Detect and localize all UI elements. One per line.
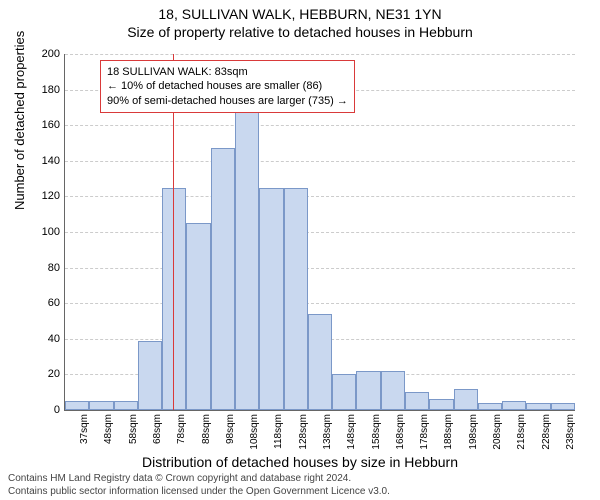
y-tick: 140 bbox=[30, 155, 60, 167]
annotation-line: ← 10% of detached houses are smaller (86… bbox=[107, 79, 348, 93]
gridline bbox=[65, 54, 575, 55]
y-tick: 180 bbox=[30, 84, 60, 96]
histogram-bar bbox=[186, 223, 210, 410]
x-tick: 218sqm bbox=[516, 414, 527, 450]
x-tick: 178sqm bbox=[419, 414, 430, 450]
y-tick: 40 bbox=[30, 333, 60, 345]
gridline bbox=[65, 303, 575, 304]
x-tick: 48sqm bbox=[103, 414, 114, 444]
x-tick: 188sqm bbox=[443, 414, 454, 450]
histogram-bar bbox=[259, 188, 283, 411]
histogram-bar bbox=[429, 399, 453, 410]
page-address: 18, SULLIVAN WALK, HEBBURN, NE31 1YN bbox=[0, 6, 600, 22]
y-tick: 80 bbox=[30, 262, 60, 274]
x-tick: 37sqm bbox=[79, 414, 90, 444]
x-tick: 148sqm bbox=[346, 414, 357, 450]
y-tick: 20 bbox=[30, 368, 60, 380]
x-tick: 198sqm bbox=[468, 414, 479, 450]
histogram-bar bbox=[308, 314, 332, 410]
histogram-chart: 18 SULLIVAN WALK: 83sqm← 10% of detached… bbox=[64, 54, 574, 410]
x-tick: 118sqm bbox=[273, 414, 284, 449]
y-tick: 60 bbox=[30, 297, 60, 309]
x-tick: 208sqm bbox=[492, 414, 503, 450]
histogram-bar bbox=[478, 403, 502, 410]
annotation-box: 18 SULLIVAN WALK: 83sqm← 10% of detached… bbox=[100, 60, 355, 113]
x-tick: 88sqm bbox=[201, 414, 212, 444]
gridline bbox=[65, 196, 575, 197]
annotation-line: 90% of semi-detached houses are larger (… bbox=[107, 94, 348, 108]
gridline bbox=[65, 268, 575, 269]
histogram-bar bbox=[162, 188, 186, 411]
page-subtitle: Size of property relative to detached ho… bbox=[0, 24, 600, 40]
histogram-bar bbox=[114, 401, 138, 410]
x-tick: 238sqm bbox=[565, 414, 576, 450]
footer-line-2: Contains public sector information licen… bbox=[8, 486, 390, 499]
x-tick: 108sqm bbox=[249, 414, 260, 450]
x-tick: 68sqm bbox=[152, 414, 163, 444]
x-tick: 58sqm bbox=[128, 414, 139, 444]
histogram-bar bbox=[502, 401, 526, 410]
x-tick: 98sqm bbox=[225, 414, 236, 444]
footer-line-1: Contains HM Land Registry data © Crown c… bbox=[8, 473, 390, 486]
histogram-bar bbox=[405, 392, 429, 410]
y-tick: 0 bbox=[30, 404, 60, 416]
x-tick: 228sqm bbox=[541, 414, 552, 450]
y-tick: 160 bbox=[30, 119, 60, 131]
histogram-bar bbox=[526, 403, 550, 410]
x-tick: 168sqm bbox=[395, 414, 406, 450]
y-tick: 200 bbox=[30, 48, 60, 60]
annotation-line: 18 SULLIVAN WALK: 83sqm bbox=[107, 65, 348, 79]
x-axis-label: Distribution of detached houses by size … bbox=[0, 454, 600, 470]
y-tick: 100 bbox=[30, 226, 60, 238]
y-tick: 120 bbox=[30, 190, 60, 202]
histogram-bar bbox=[65, 401, 89, 410]
histogram-bar bbox=[356, 371, 380, 410]
histogram-bar bbox=[235, 104, 259, 410]
y-axis-label: Number of detached properties bbox=[12, 31, 27, 210]
histogram-bar bbox=[284, 188, 308, 411]
histogram-bar bbox=[138, 341, 162, 410]
gridline bbox=[65, 232, 575, 233]
histogram-bar bbox=[381, 371, 405, 410]
histogram-bar bbox=[332, 374, 356, 410]
histogram-bar bbox=[454, 389, 478, 410]
x-tick: 138sqm bbox=[322, 414, 333, 450]
footer-attribution: Contains HM Land Registry data © Crown c… bbox=[8, 473, 390, 498]
histogram-bar bbox=[89, 401, 113, 410]
x-tick: 78sqm bbox=[176, 414, 187, 444]
x-tick: 158sqm bbox=[371, 414, 382, 450]
x-tick: 128sqm bbox=[298, 414, 309, 450]
histogram-bar bbox=[551, 403, 575, 410]
histogram-bar bbox=[211, 148, 235, 410]
gridline bbox=[65, 161, 575, 162]
gridline bbox=[65, 125, 575, 126]
